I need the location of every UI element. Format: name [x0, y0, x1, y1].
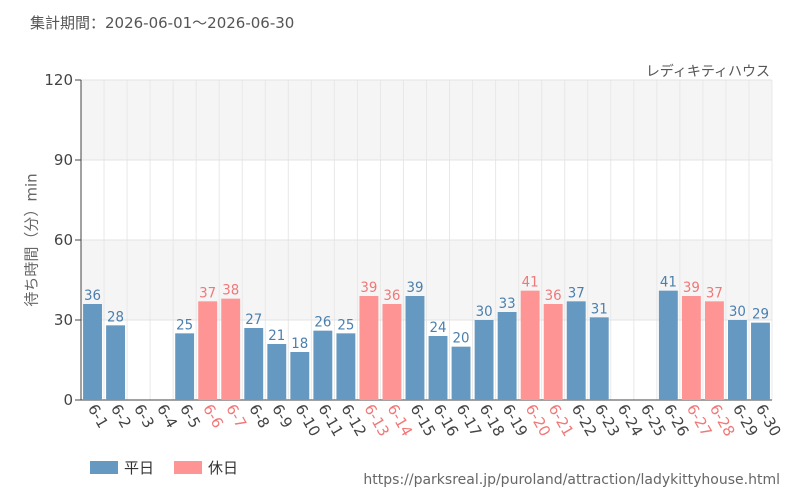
bar-value-label: 27 [245, 312, 262, 328]
bar-weekday [106, 325, 125, 400]
bar-value-label: 21 [268, 328, 285, 344]
bar-holiday [221, 298, 241, 400]
bar-value-label: 24 [430, 320, 447, 336]
bar-weekday [83, 304, 102, 400]
x-tick-label: 6-6 [199, 401, 227, 431]
bar-value-label: 39 [406, 280, 423, 296]
y-tick-label: 60 [54, 231, 73, 249]
x-tick-label: 6-4 [153, 401, 181, 431]
bar-value-label: 37 [706, 285, 723, 301]
legend: 平日 休日 [90, 457, 258, 478]
bar-value-label: 41 [522, 275, 539, 291]
bar-value-label: 26 [314, 315, 331, 331]
bar-holiday [198, 301, 218, 400]
attraction-name: レディキティハウス [645, 64, 770, 80]
bar-weekday [175, 333, 195, 400]
bar-weekday [566, 301, 586, 400]
bar-value-label: 36 [383, 288, 400, 304]
bar-value-label: 39 [683, 280, 700, 296]
bar-holiday [520, 290, 540, 400]
x-tick-label: 6-2 [107, 401, 135, 431]
bar-weekday [405, 296, 425, 400]
x-tick-label: 6-5 [176, 401, 204, 431]
bar-value-label: 25 [337, 317, 354, 333]
x-tick-label: 6-8 [245, 401, 273, 431]
bar-weekday [290, 352, 310, 400]
bar-value-label: 38 [222, 283, 239, 299]
bar-value-label: 39 [360, 280, 377, 296]
legend-item-weekday[interactable]: 平日 [90, 457, 154, 478]
bar-weekday [428, 336, 448, 400]
bar-weekday [313, 330, 333, 400]
x-tick-label: 6-7 [222, 401, 250, 431]
bar-value-label: 36 [84, 288, 101, 304]
bar-weekday [336, 333, 356, 400]
y-tick-label: 120 [44, 71, 73, 89]
bar-value-label: 30 [476, 304, 493, 320]
bar-weekday [658, 290, 678, 400]
x-tick-label: 6-1 [84, 401, 112, 431]
bar-weekday [497, 312, 517, 400]
bar-holiday [681, 296, 701, 400]
bar-value-label: 25 [176, 317, 193, 333]
y-tick-label: 30 [54, 311, 73, 329]
bar-holiday [704, 301, 724, 400]
bar-value-label: 41 [660, 275, 677, 291]
bar-value-label: 33 [499, 296, 516, 312]
bar-value-label: 36 [545, 288, 562, 304]
y-tick-label: 0 [63, 391, 73, 409]
bar-weekday [451, 346, 471, 400]
bar-value-label: 28 [107, 309, 124, 325]
bar-value-label: 18 [291, 336, 308, 352]
y-tick-label: 90 [54, 151, 73, 169]
legend-label-holiday: 休日 [208, 459, 239, 477]
bar-weekday [267, 344, 287, 400]
x-tick-label: 6-3 [130, 401, 158, 431]
bar-weekday [474, 320, 494, 400]
bar-value-label: 37 [568, 285, 585, 301]
bar-holiday [359, 296, 379, 400]
bar-weekday [751, 322, 770, 400]
bar-weekday [244, 328, 264, 400]
bar-weekday [589, 317, 609, 400]
legend-swatch-weekday [90, 461, 118, 474]
x-tick-label: 6-9 [268, 401, 296, 431]
bar-holiday [543, 304, 563, 400]
bar-weekday [728, 320, 747, 400]
source-url: https://parksreal.jp/puroland/attraction… [363, 472, 780, 488]
x-tick-label: 6-30 [752, 401, 785, 439]
legend-item-holiday[interactable]: 休日 [174, 457, 238, 478]
bar-value-label: 31 [591, 301, 608, 317]
legend-swatch-holiday [174, 461, 203, 474]
bar-value-label: 37 [199, 285, 216, 301]
bar-value-label: 29 [752, 307, 769, 323]
period-label: 集計期間：2026-06-01〜2026-06-30 [30, 14, 295, 32]
bar-value-label: 30 [729, 304, 746, 320]
bar-value-label: 20 [453, 331, 470, 347]
bar-holiday [382, 304, 402, 400]
legend-label-weekday: 平日 [124, 459, 155, 477]
